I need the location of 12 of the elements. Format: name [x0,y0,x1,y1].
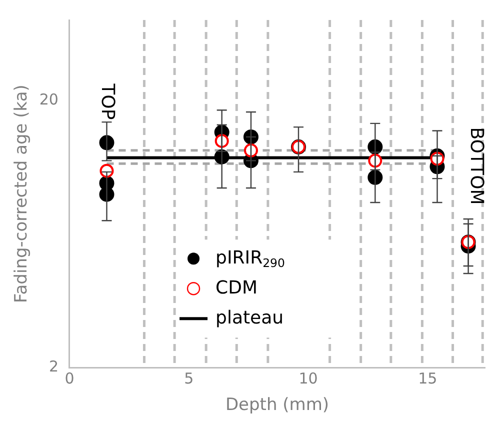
legend-label: plateau [216,307,284,328]
x-tick-label: 10 [298,369,318,388]
legend-label: CDM [216,277,258,298]
x-axis-title: Depth (mm) [225,395,330,416]
y-tick-label: 2 [48,357,58,376]
x-tick-label: 15 [418,369,438,388]
x-tick-label: 5 [184,369,194,388]
x-tick-label: 0 [64,369,74,388]
y-tick-label: 20 [39,90,58,108]
annotation: BOTTOM [466,127,488,205]
annotation: TOP [97,82,118,120]
y-axis-title: Fading-corrected age (ka) [12,84,32,303]
